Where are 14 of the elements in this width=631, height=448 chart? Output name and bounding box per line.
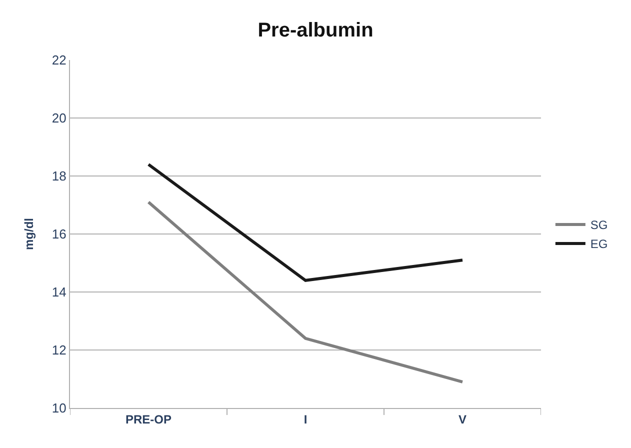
y-axis-title: mg/dl: [22, 218, 36, 250]
chart-title: Pre-albumin: [258, 19, 374, 42]
legend-label: EG: [590, 237, 608, 252]
y-tick-label: 18: [52, 168, 66, 184]
y-tick-label: 14: [52, 284, 66, 300]
y-tick-label: 16: [52, 226, 66, 242]
y-tick-label: 10: [52, 400, 66, 416]
x-tick-label: I: [304, 412, 308, 426]
legend-label: SG: [590, 218, 608, 232]
x-tick-label: PRE-OP: [125, 412, 172, 426]
y-tick-label: 20: [52, 110, 66, 126]
y-tick-label: 22: [52, 52, 66, 68]
y-tick-label: 12: [52, 342, 66, 358]
x-tick-label: V: [458, 412, 467, 426]
